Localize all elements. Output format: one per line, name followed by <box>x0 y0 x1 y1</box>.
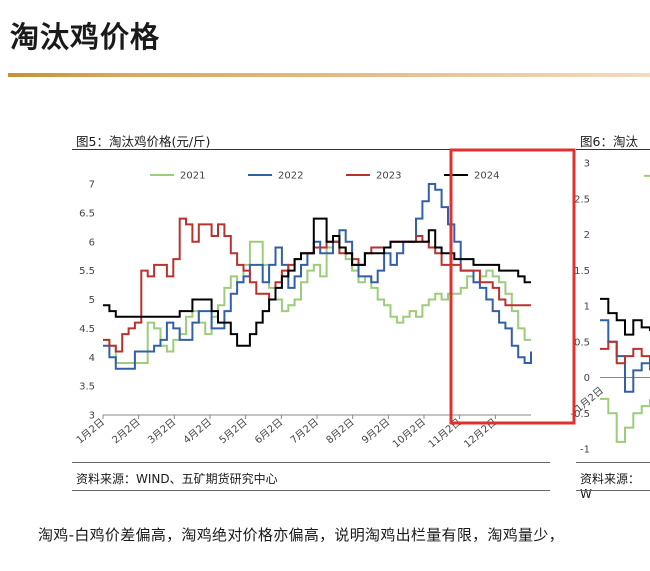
fig5-x-tick-label: 8月2日 <box>324 416 357 446</box>
fig6-series-4 <box>600 297 650 336</box>
fig6-y-tick-label: 1.5 <box>574 266 590 277</box>
fig6-series-3 <box>600 340 650 371</box>
fig5-legend-label-2022: 2022 <box>278 171 303 182</box>
fig5-x-tick-label: 7月2日 <box>288 416 321 446</box>
fig5-x-tick-label: 10月2日 <box>390 416 428 450</box>
figure5-source-rule <box>72 490 550 491</box>
title-rule <box>8 73 650 77</box>
fig5-y-tick-label: 7 <box>89 180 95 191</box>
figure6-bottom-rule <box>576 462 650 463</box>
fig5-x-tick-label: 2月2日 <box>110 416 143 446</box>
fig5-x-tick-label: 9月2日 <box>359 416 392 446</box>
highlight-box <box>449 148 576 425</box>
fig5-y-tick-label: 3.5 <box>79 382 95 393</box>
fig5-legend-label-2024: 2024 <box>474 171 499 182</box>
fig6-y-tick-label: -0.5 <box>570 409 590 420</box>
figure6-source-rule <box>576 490 650 491</box>
fig5-x-tick-label: 4月2日 <box>181 416 214 446</box>
fig5-y-tick-label: 3 <box>89 411 95 422</box>
fig5-y-tick-label: 6.5 <box>79 208 95 219</box>
figure6-top-rule <box>576 149 650 150</box>
fig5-series-2021 <box>103 240 531 364</box>
fig5-legend-label-2023: 2023 <box>376 171 401 182</box>
fig5-x-tick-label: 3月2日 <box>145 416 178 446</box>
figure5-source: 资料来源：WIND、五矿期货研究中心 <box>76 472 278 486</box>
fig5-x-tick-label: 11月2日 <box>426 416 464 450</box>
fig5-legend-label-2021: 2021 <box>180 171 205 182</box>
figure5-bottom-rule <box>72 462 550 463</box>
fig5-y-tick-label: 5.5 <box>79 266 95 277</box>
fig5-x-tick-label: 5月2日 <box>217 416 250 446</box>
page-title: 淘汰鸡价格 <box>10 20 161 54</box>
figure5-top-rule <box>72 149 550 150</box>
fig6-y-tick-label: 0 <box>584 373 590 384</box>
figure5-caption: 图5：淘汰鸡价格(元/斤) <box>76 134 211 149</box>
fig6-y-tick-label: 1 <box>584 302 590 313</box>
fig5-y-tick-label: 4.5 <box>79 324 95 335</box>
body-paragraph: 淘鸡-白鸡价差偏高，淘鸡绝对价格亦偏高，说明淘鸡出栏量有限，淘鸡量少， <box>38 526 564 544</box>
figure6-source: 资料来源：W <box>580 472 641 501</box>
fig5-y-tick-label: 4 <box>89 353 95 364</box>
fig5-x-tick-label: 12月2日 <box>462 416 500 450</box>
fig5-y-tick-label: 5 <box>89 295 95 306</box>
fig5-series-2024 <box>103 217 531 347</box>
fig6-y-tick-label: 0.5 <box>574 337 590 348</box>
fig6-y-tick-label: 3 <box>584 159 590 170</box>
fig6-y-tick-label: 2 <box>584 230 590 241</box>
figure6-caption: 图6：淘汰 <box>580 134 638 149</box>
fig6-series-1 <box>600 397 650 443</box>
fig5-y-tick-label: 6 <box>89 237 95 248</box>
fig6-y-tick-label: 2.5 <box>574 194 590 205</box>
fig6-y-tick-label: -1 <box>580 445 590 456</box>
fig5-x-tick-label: 6月2日 <box>252 416 285 446</box>
